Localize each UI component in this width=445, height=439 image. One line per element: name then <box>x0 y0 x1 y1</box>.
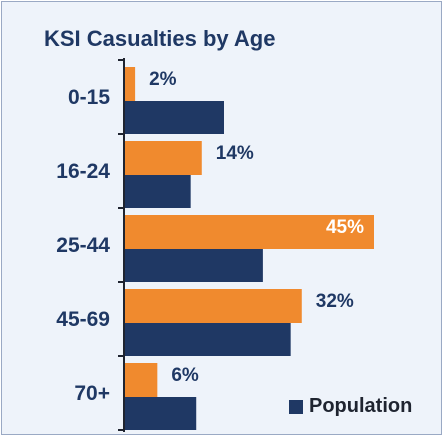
bar-population-45-69 <box>124 323 291 356</box>
value-label-25-44: 45% <box>326 217 364 238</box>
bar-population-25-44 <box>124 249 263 282</box>
legend-label-population: Population <box>309 395 413 417</box>
category-label-70+: 70+ <box>74 382 110 405</box>
chart-title: KSI Casualties by Age <box>44 26 276 51</box>
bar-population-70+ <box>124 397 197 430</box>
bar-population-0-15 <box>124 101 224 134</box>
category-label-25-44: 25-44 <box>56 234 110 257</box>
bar-population-16-24 <box>124 175 191 208</box>
bar-ksi-0-15 <box>124 67 136 101</box>
legend: Population <box>289 395 412 418</box>
category-label-45-69: 45-69 <box>56 308 110 331</box>
category-label-0-15: 0-15 <box>68 86 110 109</box>
bar-chart: 0-15 2% 16-24 14% 25-44 45% 45-69 32% 70+ 6% <box>56 58 374 432</box>
value-label-0-15: 2% <box>149 69 177 90</box>
value-label-16-24: 14% <box>216 143 254 164</box>
value-label-70+: 6% <box>171 365 199 386</box>
bar-ksi-45-69 <box>124 289 302 323</box>
bar-ksi-25-44 <box>124 215 374 249</box>
bar-ksi-16-24 <box>124 141 202 175</box>
legend-swatch-population <box>289 399 303 414</box>
chart-frame: KSI Casualties by Age 0-15 2% 16-24 14% 25-4… <box>1 1 442 435</box>
category-label-16-24: 16-24 <box>56 160 110 183</box>
bar-ksi-70+ <box>124 363 158 397</box>
value-label-45-69: 32% <box>316 291 354 312</box>
